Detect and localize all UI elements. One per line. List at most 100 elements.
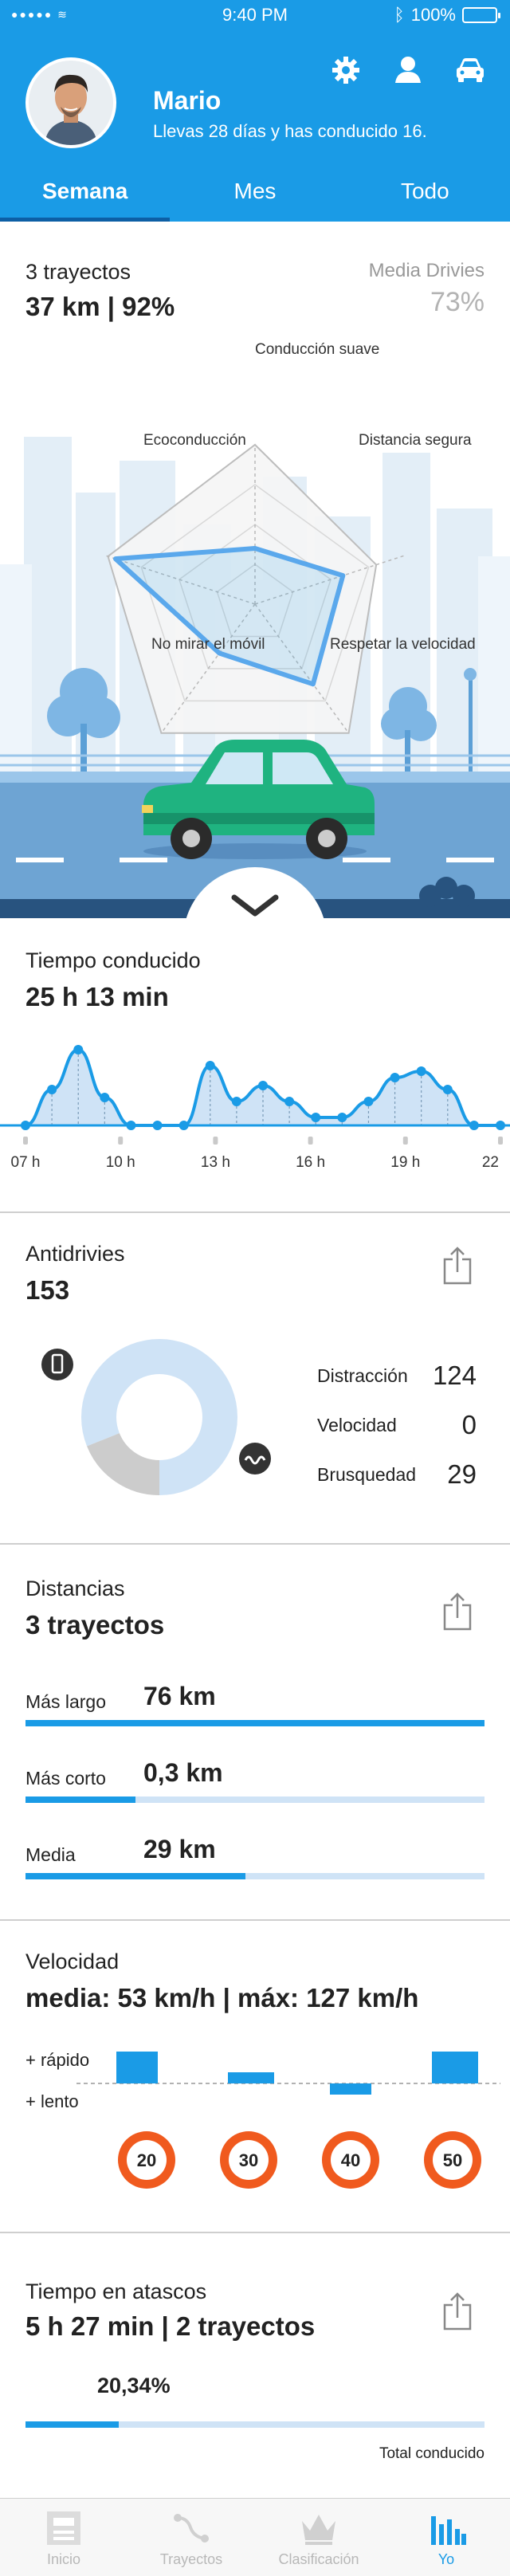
longest-trip-row: Más largo 76 km xyxy=(26,1671,484,1726)
traffic-label: Tiempo en atascos xyxy=(26,2280,207,2303)
speed-limit-sign-inner xyxy=(127,2140,167,2180)
nav-yo[interactable]: Yo xyxy=(382,2499,510,2576)
time-point xyxy=(311,1113,321,1122)
longest-bar-fill xyxy=(26,1720,484,1726)
time-tick-label: 22 xyxy=(482,1154,499,1171)
time-driven-label: Tiempo conducido xyxy=(26,948,201,972)
nav-trayectos[interactable]: Trayectos xyxy=(128,2499,255,2576)
time-point xyxy=(47,1085,57,1094)
speed-row: Velocidad 0 xyxy=(317,1408,477,1443)
share-icon[interactable] xyxy=(441,1591,473,1632)
time-tick-mark xyxy=(402,1137,408,1145)
radar-axis-label: No mirar el móvil xyxy=(151,636,265,653)
average-value: 73% xyxy=(430,287,484,317)
tab-todo[interactable]: Todo xyxy=(400,179,449,203)
profile-name: Mario xyxy=(153,86,222,115)
radar-axis-label: Distancia segura xyxy=(359,432,472,449)
shortest-bar-fill xyxy=(26,1797,136,1803)
average-trip-value: 29 km xyxy=(143,1835,216,1863)
traffic-section: Tiempo en atascos 5 h 27 min | 2 trayect… xyxy=(0,2233,510,2507)
bluetooth-icon: ᛒ xyxy=(394,5,405,25)
stats-bars-icon xyxy=(431,2516,466,2545)
time-tick-label: 07 h xyxy=(11,1154,41,1171)
harsh-label: Brusquedad xyxy=(317,1463,417,1485)
tab-mes[interactable]: Mes xyxy=(233,179,277,203)
time-tick-mark xyxy=(213,1137,218,1145)
faster-label: + rápido xyxy=(26,2050,90,2070)
traffic-bar xyxy=(26,2421,484,2428)
antidrivies-label: Antidrivies xyxy=(26,1242,125,1266)
time-tick-mark xyxy=(118,1137,124,1145)
route-icon xyxy=(174,2514,209,2543)
time-point xyxy=(390,1073,400,1082)
shortest-trip-row: Más corto 0,3 km xyxy=(26,1747,484,1803)
speed-deviation-bar xyxy=(228,2072,274,2083)
shortest-label: Más corto xyxy=(26,1768,106,1789)
avatar[interactable] xyxy=(26,57,116,148)
radar-chart xyxy=(103,443,407,734)
antidrivies-donut xyxy=(81,1339,237,1495)
share-icon[interactable] xyxy=(441,2291,473,2332)
longest-value: 76 km xyxy=(143,1682,216,1710)
nav-clasificacion-label: Clasificación xyxy=(278,2551,359,2567)
shortest-value: 0,3 km xyxy=(143,1758,223,1787)
time-tick-mark xyxy=(23,1137,28,1145)
battery-percent: 100% xyxy=(410,5,456,25)
antidrivies-section: Antidrivies 153 Distracción 124 Velocida… xyxy=(0,1213,510,1545)
traffic-percent: 20,34% xyxy=(97,2374,171,2397)
status-time: 9:40 PM xyxy=(222,5,288,25)
speed-deviation-bar xyxy=(432,2052,478,2083)
time-tick-label: 19 h xyxy=(390,1154,420,1171)
share-icon[interactable] xyxy=(441,1245,473,1286)
nav-inicio[interactable]: Inicio xyxy=(0,2499,128,2576)
distraction-value: 124 xyxy=(432,1361,477,1390)
speed-limit-chart: 20 30 40 50 xyxy=(76,2052,500,2189)
time-point xyxy=(73,1045,84,1054)
speed-limit-sign-inner xyxy=(331,2140,371,2180)
time-point xyxy=(152,1121,163,1130)
distances-value: 3 trayectos xyxy=(26,1610,165,1639)
signal-icon: ●●●●● ≋ xyxy=(11,8,69,21)
traffic-bar-fill xyxy=(26,2421,120,2428)
chevron-down-icon xyxy=(231,894,279,917)
status-bar: ●●●●● ≋ 9:40 PM ᛒ 100% xyxy=(0,0,510,32)
traffic-value: 5 h 27 min | 2 trayectos xyxy=(26,2311,316,2341)
score-value: 37 km | 92% xyxy=(26,292,175,321)
average-trip-bar xyxy=(26,1873,484,1879)
time-point xyxy=(205,1061,215,1070)
radar-axis-label: Conducción suave xyxy=(255,341,380,358)
time-point xyxy=(442,1085,453,1094)
period-tabs: Semana Mes Todo xyxy=(0,174,510,222)
car-illustration xyxy=(142,740,375,859)
nav-yo-label: Yo xyxy=(437,2551,455,2567)
summary-section: 3 trayectos 37 km | 92% Media Drivies 73… xyxy=(0,222,510,918)
time-point xyxy=(337,1113,347,1122)
tab-semana[interactable]: Semana xyxy=(0,174,171,222)
speed-limit-value: 50 xyxy=(443,2150,462,2170)
time-point xyxy=(178,1121,189,1130)
donut-harsh-segment xyxy=(81,1339,237,1495)
expand-button[interactable] xyxy=(183,867,327,939)
nav-inicio-label: Inicio xyxy=(46,2551,81,2567)
time-point xyxy=(469,1121,479,1130)
radar-average-area xyxy=(107,443,378,734)
battery-indicator: ᛒ 100% xyxy=(394,5,500,26)
distraction-row: Distracción 124 xyxy=(317,1358,477,1393)
radar-grid-ring xyxy=(216,564,294,638)
time-driven-chart: 07 h 10 h 13 h 16 h 19 h 22 xyxy=(0,1045,510,1171)
distances-section: Distancias 3 trayectos Más largo 76 km M… xyxy=(0,1545,510,1921)
speed-section: Velocidad media: 53 km/h | máx: 127 km/h… xyxy=(0,1921,510,2233)
shortest-bar xyxy=(26,1797,484,1803)
slower-label: + lento xyxy=(26,2091,79,2111)
speed-section-label: Velocidad xyxy=(26,1950,120,1973)
radar-user-area xyxy=(113,546,346,687)
nav-clasificacion[interactable]: Clasificación xyxy=(255,2499,382,2576)
settings-gear-icon[interactable] xyxy=(328,53,363,88)
user-profile-icon[interactable] xyxy=(390,53,426,88)
time-tick-label: 10 h xyxy=(106,1154,135,1171)
average-trip-row: Media 29 km xyxy=(26,1824,484,1879)
profile-header: ●●●●● ≋ 9:40 PM ᛒ 100% Mario Llevas 28 d… xyxy=(0,0,510,222)
car-icon[interactable] xyxy=(453,53,488,88)
time-point xyxy=(416,1066,426,1076)
time-point xyxy=(258,1081,268,1090)
